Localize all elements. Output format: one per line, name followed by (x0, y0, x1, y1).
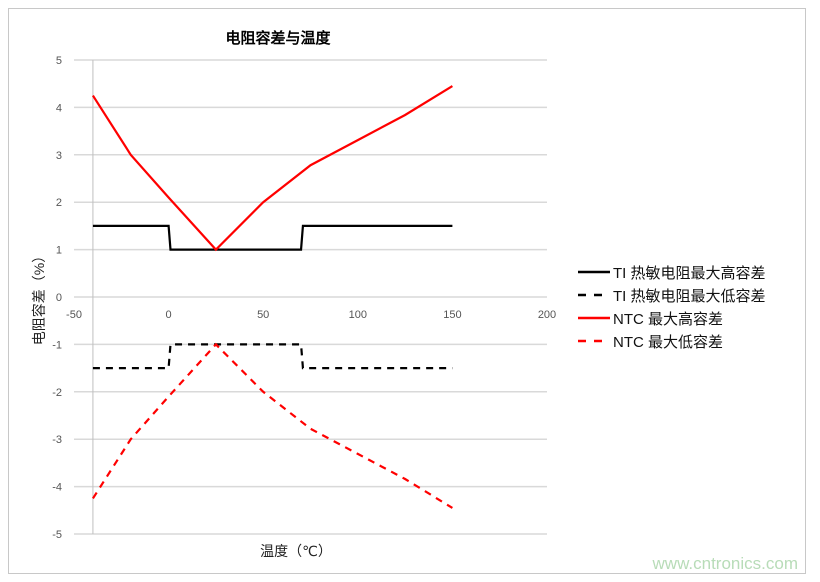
y-tick-label: 5 (56, 55, 62, 67)
watermark: www.cntronics.com (652, 554, 798, 573)
y-tick-label: 1 (56, 245, 62, 257)
legend-label: NTC 最大低容差 (613, 334, 723, 351)
x-tick-label: 200 (538, 309, 556, 321)
x-tick-label: 150 (443, 309, 461, 321)
x-axis-label: 温度（℃） (260, 543, 332, 559)
y-tick-label: 0 (56, 292, 62, 304)
y-tick-label: 4 (56, 102, 62, 114)
y-tick-label: -1 (52, 339, 62, 351)
y-tick-label: 2 (56, 197, 62, 209)
series-line (91, 342, 453, 509)
y-tick-label: 3 (56, 150, 62, 162)
series-line (91, 85, 453, 252)
legend-label: TI 热敏电阻最大低容差 (613, 288, 766, 305)
y-axis-label: 电阻容差（%） (31, 249, 47, 345)
x-tick-label: 50 (257, 309, 269, 321)
x-tick-label: 100 (349, 309, 367, 321)
y-tick-label: -2 (52, 387, 62, 399)
x-tick-label: -50 (66, 309, 82, 321)
y-tick-label: -5 (52, 529, 62, 541)
series-line (92, 343, 453, 370)
y-tick-label: -3 (52, 434, 62, 446)
x-tick-label: 0 (166, 309, 172, 321)
y-tick-label: -4 (52, 482, 62, 494)
legend-label: TI 热敏电阻最大高容差 (613, 265, 766, 282)
series-line (92, 224, 453, 251)
chart-frame (8, 8, 806, 574)
chart-title: 电阻容差与温度 (225, 29, 331, 47)
legend-label: NTC 最大高容差 (613, 311, 723, 328)
